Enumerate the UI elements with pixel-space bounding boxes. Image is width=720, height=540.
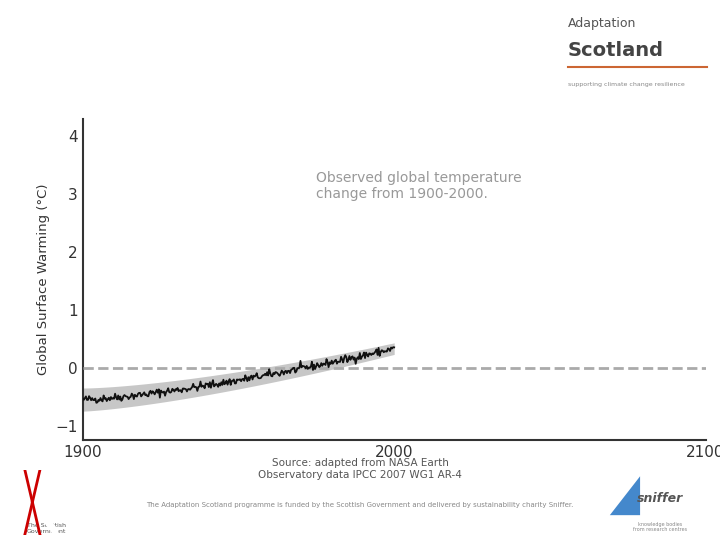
Text: We’ve already seen changes in the: We’ve already seen changes in the	[17, 22, 382, 42]
Text: Adaptation: Adaptation	[567, 17, 636, 30]
Y-axis label: Global Surface Warming (°C): Global Surface Warming (°C)	[37, 184, 50, 375]
Text: Source: adapted from NASA Earth
Observatory data IPCC 2007 WG1 AR-4: Source: adapted from NASA Earth Observat…	[258, 458, 462, 480]
Text: global climate: global climate	[17, 66, 164, 86]
Text: knowledge bodies
from research centres: knowledge bodies from research centres	[633, 522, 688, 532]
Text: The Adaptation Scotland programme is funded by the Scottish Government and deliv: The Adaptation Scotland programme is fun…	[146, 502, 574, 508]
Text: supporting climate change resilience: supporting climate change resilience	[567, 82, 685, 87]
Text: Scotland: Scotland	[567, 41, 664, 60]
Polygon shape	[610, 476, 640, 515]
Text: Observed global temperature
change from 1900-2000.: Observed global temperature change from …	[316, 171, 522, 201]
Text: The Scottish
Government: The Scottish Government	[27, 523, 66, 534]
Text: sniffer: sniffer	[637, 492, 683, 505]
